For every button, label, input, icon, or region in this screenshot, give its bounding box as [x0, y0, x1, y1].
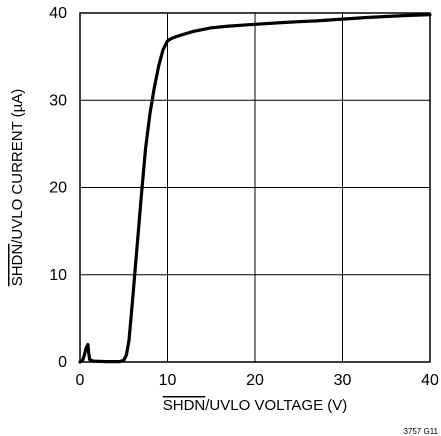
y-tick-label: 20 [49, 180, 67, 197]
plot-frame [79, 12, 431, 363]
x-tick-label: 20 [246, 372, 264, 389]
x-axis-label-rest: /UVLO VOLTAGE (V) [205, 397, 347, 414]
y-tick-label: 0 [58, 354, 67, 371]
y-axis-label-rest: /UVLO CURRENT (µA) [9, 89, 26, 244]
y-tick-label: 10 [49, 267, 67, 284]
y-tick-label: 30 [49, 92, 67, 109]
grid [80, 13, 430, 362]
series-line-0 [78, 13, 432, 364]
x-tick-label: 0 [76, 372, 85, 389]
y-axis-label: SHDN/UVLO CURRENT (µA) [9, 89, 26, 287]
figure-code: 3757 G11 [403, 427, 438, 436]
y-axis-label-overline-part: SHDN [9, 244, 26, 287]
series-group [78, 13, 432, 364]
x-tick-label: 40 [421, 372, 439, 389]
y-tick-label: 40 [49, 5, 67, 22]
x-axis-label-overline-part: SHDN [163, 397, 206, 414]
x-axis-label: SHDN/UVLO VOLTAGE (V) [163, 397, 348, 414]
x-tick-label: 10 [159, 372, 177, 389]
y-axis-ticks: 0 10 20 30 40 [49, 5, 67, 371]
x-axis-ticks: 0 10 20 30 40 [76, 372, 439, 389]
x-tick-label: 30 [334, 372, 352, 389]
